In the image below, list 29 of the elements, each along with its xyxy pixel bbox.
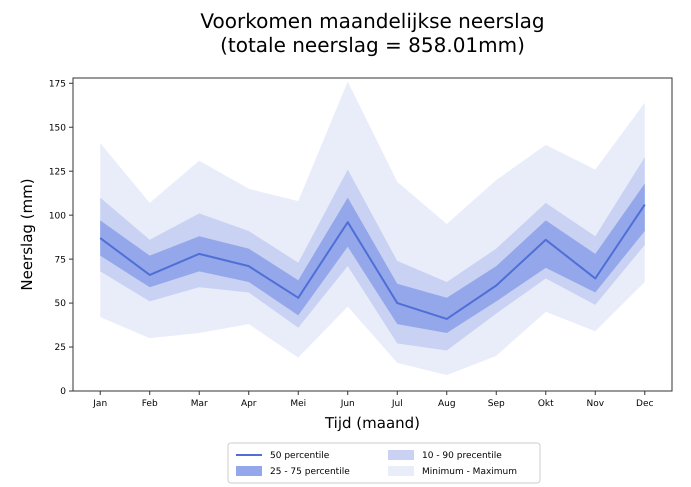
- x-tick-label: Okt: [538, 399, 554, 409]
- x-tick-label: Apr: [240, 399, 257, 409]
- legend-label: 10 - 90 precentile: [422, 451, 502, 462]
- chart-subtitle: (totale neerslag = 858.01mm): [220, 33, 525, 57]
- x-tick-label: Sep: [488, 399, 506, 409]
- legend-label: 25 - 75 percentile: [270, 467, 350, 478]
- y-tick-label: 100: [48, 211, 66, 222]
- chart-title: Voorkomen maandelijkse neerslag: [200, 9, 545, 33]
- x-tick-label: Jun: [340, 399, 355, 409]
- x-tick-label: Aug: [438, 399, 456, 409]
- x-tick-label: Jul: [390, 399, 403, 409]
- x-tick-label: Jan: [92, 399, 108, 409]
- legend-label: 50 percentile: [270, 451, 330, 462]
- y-tick-label: 175: [48, 79, 66, 90]
- legend-label: Minimum - Maximum: [422, 467, 518, 478]
- y-tick-label: 125: [48, 167, 66, 178]
- y-tick-label: 150: [48, 123, 66, 134]
- x-tick-label: Nov: [586, 399, 605, 409]
- x-axis-title: Tijd (maand): [324, 414, 420, 432]
- y-axis-title: Neerslag (mm): [18, 178, 36, 291]
- y-tick-label: 0: [60, 387, 66, 398]
- x-tick-label: Mei: [290, 399, 306, 409]
- y-tick-label: 25: [54, 343, 66, 354]
- x-tick-label: Feb: [142, 399, 158, 409]
- y-tick-label: 75: [54, 255, 66, 266]
- x-tick-label: Dec: [636, 399, 654, 409]
- line-series: [99, 204, 646, 320]
- y-tick-label: 50: [54, 299, 66, 310]
- x-tick-label: Mar: [190, 399, 208, 409]
